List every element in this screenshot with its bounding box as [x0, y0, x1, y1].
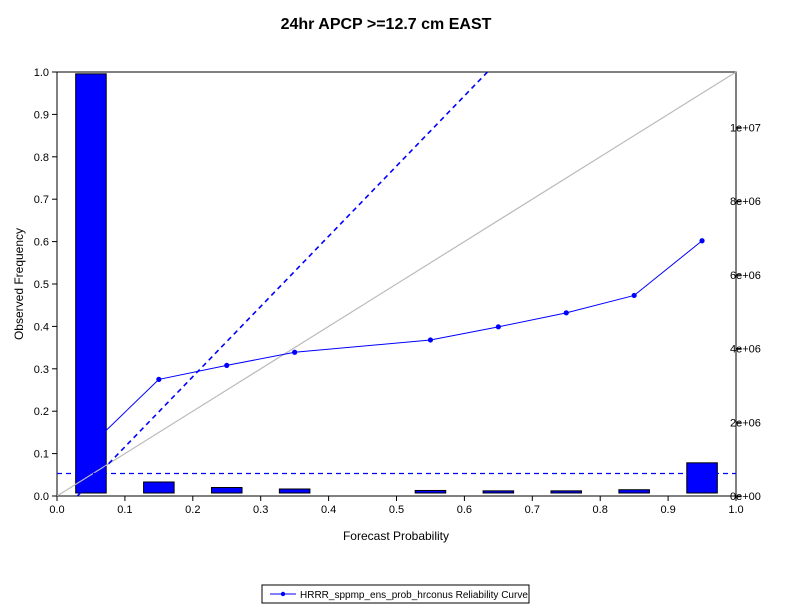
x-tick-label: 0.1	[117, 504, 132, 516]
x-tick-label: 1.0	[728, 504, 743, 516]
y-tick-label: 0.4	[34, 321, 49, 333]
series-line	[90, 240, 703, 446]
legend-label: HRRR_sppmp_ens_prob_hrconus Reliability …	[300, 590, 528, 601]
y2-tick-label: 0e+00	[730, 491, 761, 503]
y-tick-label: 0.5	[34, 279, 49, 291]
y-tick-label: 0.3	[34, 364, 49, 376]
histogram-bars	[75, 73, 718, 494]
y2-tick-label: 4e+06	[730, 344, 761, 356]
y-axis-title: Observed Frequency	[12, 228, 26, 340]
histogram-bar	[618, 489, 650, 494]
y-tick-label: 0.8	[34, 152, 49, 164]
no-skill-line	[76, 71, 489, 497]
reference-lines	[56, 71, 737, 497]
histogram-bar	[278, 488, 311, 494]
perfect-reliability-line	[56, 71, 737, 497]
histogram-bar	[210, 487, 243, 494]
y2-tick-label: 1e+07	[730, 122, 761, 134]
series-point	[292, 349, 298, 355]
series-point	[631, 292, 637, 299]
histogram-bar	[414, 489, 447, 494]
reliability-series	[90, 238, 705, 446]
x-tick-label: 0.9	[660, 504, 675, 516]
series-point	[699, 238, 705, 244]
x-axis-title: Forecast Probability	[343, 529, 449, 543]
x-tick-label: 0.6	[457, 504, 472, 516]
legend: HRRR_sppmp_ens_prob_hrconus Reliability …	[261, 584, 530, 604]
legend-marker	[280, 591, 286, 597]
y-tick-label: 0.2	[34, 406, 49, 418]
y2-tick-label: 2e+06	[730, 417, 761, 429]
y-tick-label: 0.1	[34, 449, 49, 461]
y2-tick-label: 6e+06	[730, 270, 761, 282]
series-point	[563, 310, 569, 316]
y-axis: 0.0 0.1 0.2 0.3 0.4 0.5 0.6 0.7 0.8 0.9 1.0	[34, 67, 57, 503]
series-point	[495, 324, 501, 330]
histogram-bar	[550, 490, 583, 494]
x-tick-label: 0.4	[321, 504, 336, 516]
x-tick-label: 0.8	[593, 504, 608, 516]
x-tick-label: 0.7	[525, 504, 540, 516]
series-point	[156, 376, 162, 382]
series-point	[224, 362, 230, 369]
chart-title: 24hr APCP >=12.7 cm EAST	[281, 16, 492, 33]
x-tick-label: 0.2	[185, 504, 200, 516]
y-tick-label: 0.7	[34, 194, 49, 206]
histogram-bar	[143, 481, 175, 494]
histogram-bar	[75, 73, 107, 494]
x-axis: 0.0 0.1 0.2 0.3 0.4 0.5 0.6 0.7 0.8 0.9 1.0	[49, 496, 744, 516]
x-tick-label: 0.3	[253, 504, 268, 516]
y-tick-label: 0.6	[34, 237, 49, 249]
histogram-bar	[686, 462, 718, 494]
y2-axis: 0e+00 2e+06 4e+06 6e+06 8e+06 1e+07	[730, 122, 761, 503]
y2-tick-label: 8e+06	[730, 196, 761, 208]
histogram-bar	[482, 490, 515, 494]
y-tick-label: 0.9	[34, 109, 49, 121]
series-point	[427, 337, 434, 343]
x-tick-label: 0.5	[389, 504, 404, 516]
x-tick-label: 0.0	[49, 504, 64, 516]
y-tick-label: 1.0	[34, 67, 49, 79]
y-tick-label: 0.0	[34, 491, 49, 503]
legend-box	[261, 584, 530, 604]
